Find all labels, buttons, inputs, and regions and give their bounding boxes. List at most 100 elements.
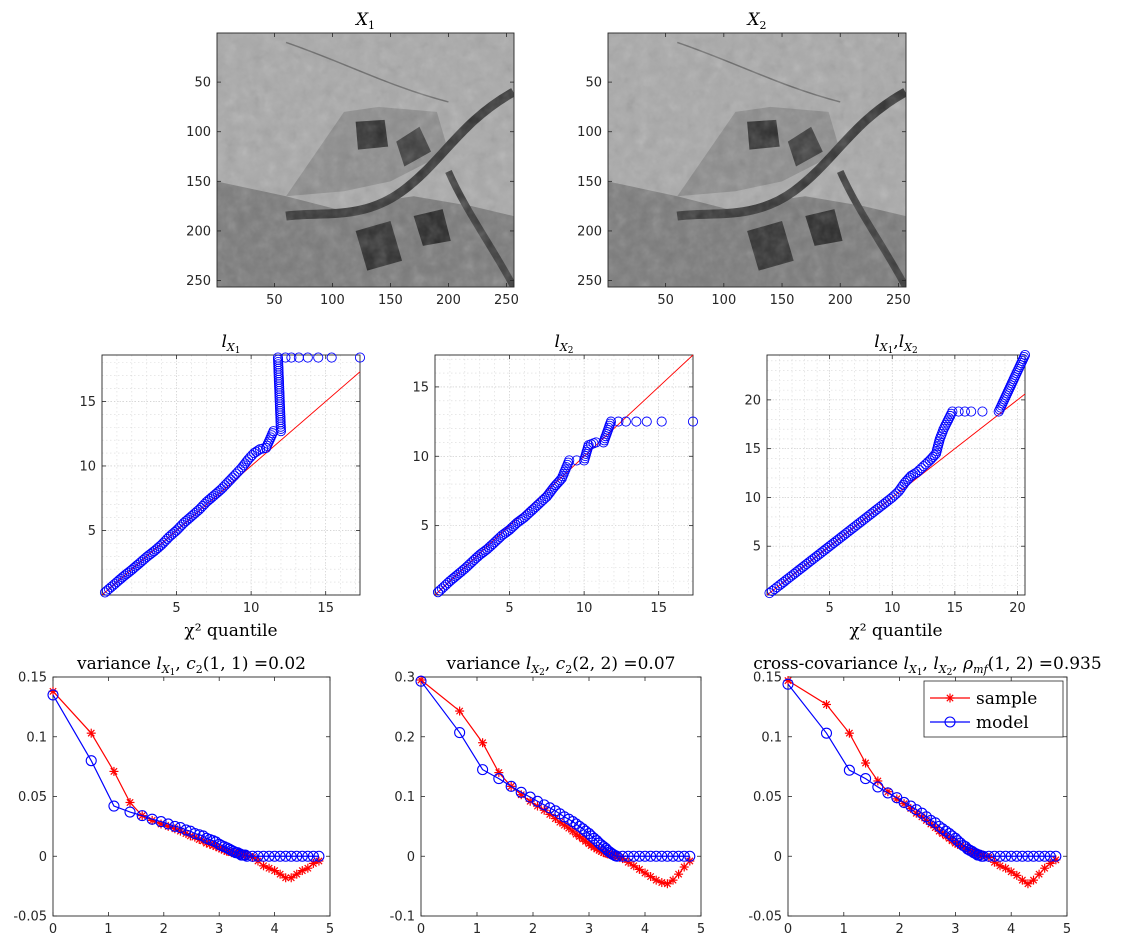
var2-sample-point [416,675,426,685]
var2-model-point [531,795,544,807]
var2-sample-point-stroke [572,830,580,838]
qq3-axes: 5 10 15 20 5 10 15 20 [744,354,1026,616]
cov-model-point [905,800,917,812]
qq1-xlabel: χ² quantile [184,621,277,641]
var1-model-point [307,850,319,862]
var2-sample-point [662,879,672,889]
img2-xtick-label: 50 [657,293,674,308]
var2-model-point [617,850,629,862]
qq1-point [221,478,232,489]
img2-ytick-label: 50 [585,76,602,91]
qq3-xtick-label: 20 [1009,601,1026,616]
var2-sample-point-stroke [680,863,688,871]
var1-xtick-label: 0 [49,922,57,937]
qq1-point [190,508,201,519]
var1-xtick-label: 4 [270,922,278,937]
img1-ytick-label: 150 [186,175,211,190]
var1-sample-point-stroke [282,874,290,882]
cov-sample-point [1023,879,1033,889]
qq1-point [162,533,173,544]
qq3-point [927,451,938,463]
img2-axes: 50 100 150 200 250 50 100 150 200 250 [577,32,911,308]
var2-model-point [477,764,489,776]
qq3-ytick-label: 15 [744,442,761,457]
qq2-point [525,507,536,518]
qq2-xtick-label: 15 [650,601,667,616]
qq2-point [605,416,617,427]
cov-model-point [1022,850,1034,862]
qq2-point [457,565,469,576]
var2-model-point [656,850,668,862]
qq3-point [922,457,933,468]
img2-xtick-label: 200 [828,293,853,308]
qq1-point [177,519,188,530]
qq2-point [491,535,502,546]
img2-texture [608,33,906,287]
var2-sample-point [679,862,689,872]
img1-xtick-label: 200 [436,293,461,308]
qq1-ytick-label: 5 [88,524,96,539]
qq2-point [432,587,444,598]
cov-sample-point-stroke [893,795,901,803]
qq3-ytick-label: 10 [744,491,761,506]
var2-model-line [420,680,690,857]
var1-sample-point-stroke [270,866,279,875]
cov-sample-point [1040,863,1050,873]
img1-ytick-label: 200 [186,224,211,239]
cov-model-point [860,773,872,785]
var1-ytick-label: 0.1 [26,730,47,745]
cov-model-point [782,678,794,690]
cov-model-point [994,850,1006,862]
var1-model-point [124,806,136,818]
qq1-point [195,502,206,513]
cov-sample-point [822,699,832,709]
qq2-point [484,542,495,553]
cov-model-point [1039,850,1051,862]
cov-sample-point [844,728,854,738]
var2-model-point [667,850,679,862]
qq3-xtick-label: 10 [884,601,901,616]
var2-sample-point-stroke [556,818,564,826]
cov-model-point [977,850,989,862]
cov-model-point [1050,850,1062,862]
cov-ytick-label: 0.1 [761,730,782,745]
qq1-xtick-label: 15 [317,601,334,616]
var2-sample-point [640,868,650,878]
var1-model-point [108,800,120,812]
cov-xtick-label: 4 [1007,922,1015,937]
var2-sample-point-stroke [658,878,666,887]
var2-sample-point-stroke [635,865,644,874]
qq1-point [193,504,204,515]
qq2-point [465,558,476,569]
qq1-series [99,352,366,598]
cov-sample-point-stroke [784,676,792,685]
var1-model-point [257,850,270,862]
qq2-ytick-label: 15 [412,380,429,395]
qq1-point [219,480,231,491]
qq1-point [167,528,178,539]
var1-model-point [239,849,251,861]
var2-sample-point [646,872,656,882]
cov-model-point [910,804,922,816]
cov-sample-point-stroke [874,777,882,785]
var2-sample-point-stroke [478,739,487,747]
var1-sample-point-stroke [49,687,57,695]
var1-sample-point-stroke [148,816,156,825]
qq1-point [103,583,115,595]
var1-model-point [313,850,325,862]
qq2-point [687,416,699,427]
img1-title: X1​ [354,10,375,32]
qq2-reference-line [434,354,694,596]
qq1-point [313,352,324,363]
img2-title: X2​ [745,10,766,32]
cov-model-point [988,850,1001,862]
var1-model-point [246,850,258,862]
var2-xtick-label: 0 [417,922,425,937]
qq2-point [536,496,547,507]
qq3-point [764,587,775,599]
cov-legend-label: model [976,713,1029,733]
qq2-point [438,581,449,592]
img2-xtick-label: 150 [770,293,795,308]
var2-axes: 0 1 2 3 4 5-0.100.10.20.3 [390,671,706,938]
